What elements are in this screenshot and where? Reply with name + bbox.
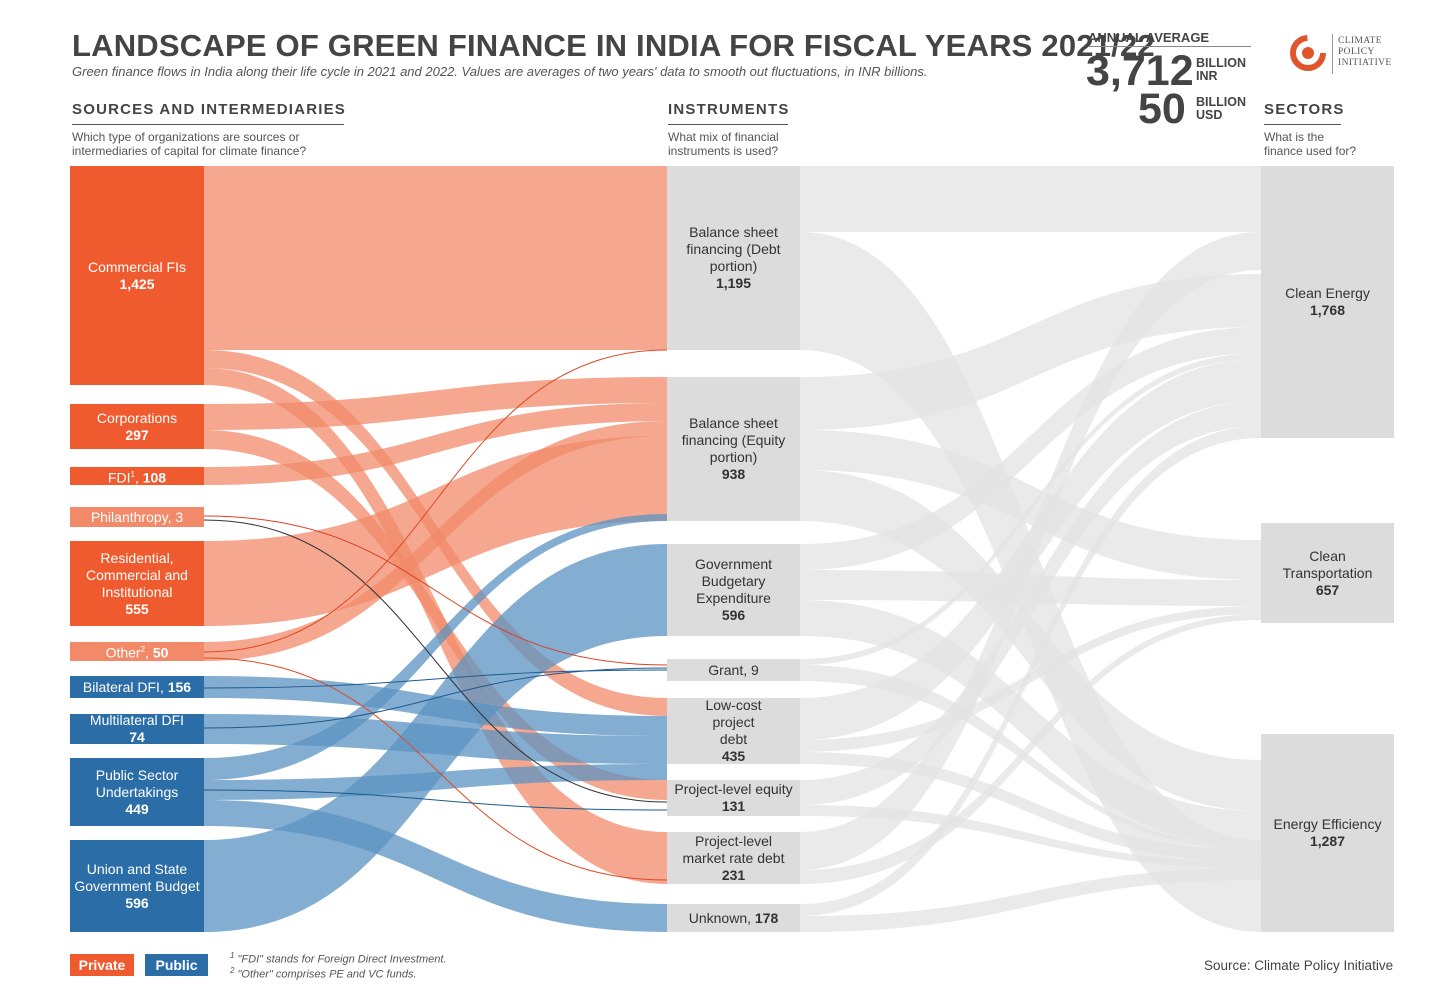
flow-projeq-ce [800,401,1261,805]
sector-node-clean-transportation [1261,523,1394,623]
source-node-psu [70,758,204,826]
source-node-multilateral-dfi [70,714,204,744]
source-node-philanthropy [70,507,204,527]
instrument-label-bsf-debt: Balance sheet financing (Debt portion) 1,… [686,224,781,291]
instrument-node-low-cost-debt [667,698,800,764]
flow-bsfeq-ct [800,430,1261,580]
page-title: LANDSCAPE OF GREEN FINANCE IN INDIA FOR … [72,28,1155,63]
flow-union-govbudget [204,544,667,932]
sectors-question: What is the finance used for? [1264,130,1357,158]
source-node-union-state-budget [70,840,204,932]
instrument-node-project-equity [667,780,800,816]
source-node-fdi [70,467,204,485]
instrument-label-unknown: Unknown, 178 [688,909,779,926]
flow-corp-projeq [204,430,667,800]
flow-commfi-mrdebt [204,368,667,884]
source-node-residential [70,541,204,626]
sector-label-energy-efficiency: Energy Efficiency 1,287 [1273,816,1382,849]
instrument-label-gov-budget: Government Budgetary Expenditure 596 [694,556,773,623]
instruments-heading-rule [668,124,788,125]
instruments-heading: INSTRUMENTS [668,101,790,118]
instrument-node-unknown [667,904,800,932]
source-node-corporations [70,404,204,449]
source-credit: Source: Climate Policy Initiative [1204,958,1394,973]
source-label-corporations: Corporations 297 [96,409,178,443]
flow-lowdebt-ct [800,606,1261,752]
flow-other-bsfdebt [203,349,668,653]
flow-psu-projeq-thin [203,789,668,811]
source-label-psu: Public Sector Undertakings 449 [95,766,179,817]
flow-corp-bsfeq [204,377,667,430]
legend-private: Private [70,954,134,976]
flow-grant-ce [800,353,1261,665]
instrument-node-market-rate-debt [667,832,800,884]
annual-average-usd-unit: BILLION USD [1196,95,1246,122]
source-label-union-state-budget: Union and State Government Budget 596 [74,860,200,911]
flow-mrdebt-ct [800,614,1261,884]
sector-node-clean-energy [1261,166,1394,438]
flow-projeq-ee [800,805,1261,868]
source-label-commercial-fis: Commercial FIs 1,425 [87,258,186,292]
flow-philanthropy-projeq [203,519,668,803]
logo-text: CLIMATE POLICY INITIATIVE [1338,36,1392,68]
flow-commfi-bsfdebt [204,166,667,350]
page-subtitle: Green finance flows in India along their… [72,64,928,79]
cpi-logo-icon [1290,35,1326,71]
sector-label-clean-transportation: Clean Transportation 657 [1282,547,1373,598]
source-node-commercial-fis [70,166,204,385]
sector-label-clean-energy: Clean Energy 1,768 [1285,285,1370,318]
instrument-label-project-equity: Project-level equity 131 [674,781,793,814]
annual-average-usd-value: 50 [1138,85,1186,133]
annual-average-rule [1088,46,1251,47]
flow-bsfeq-ee [800,470,1261,811]
flow-gov-ee [800,600,1261,847]
flow-other-mrdebt [203,657,668,881]
instrument-node-gov-budget [667,544,800,636]
instrument-label-bsf-equity: Balance sheet financing (Equity portion)… [681,415,786,482]
source-label-multilateral-dfi: Multilateral DFI 74 [89,712,185,745]
footnote-1: 1 "FDI" stands for Foreign Direct Invest… [230,951,447,966]
sources-question: Which type of organizations are sources … [72,130,307,158]
sectors-heading-rule [1264,124,1341,125]
flow-multilateral-grant [203,667,668,729]
annual-average-inr-value: 3,712 [1086,47,1194,95]
flow-grant-ee [800,665,1261,850]
logo-divider [1332,34,1333,74]
sectors-heading: SECTORS [1264,101,1345,118]
instrument-label-grant: Grant, 9 [708,661,759,678]
flow-fdi-bsfeq [204,403,667,485]
instrument-label-market-rate-debt: Project-level market rate debt 231 [682,832,785,883]
legend-public: Public [145,954,208,976]
flow-gov-ct [800,570,1261,606]
annual-average-label: ANNUAL AVERAGE [1088,30,1210,45]
instrument-node-grant [667,659,800,681]
sector-node-energy-efficiency [1261,734,1394,932]
source-label-other: Other2, 50 [105,644,169,661]
instruments-question: What mix of financial instruments is use… [668,130,779,158]
sources-heading: SOURCES AND INTERMEDIARIES [72,101,346,118]
instrument-label-low-cost-debt: Low-cost project debt 435 [705,697,762,764]
flow-mrdebt-ce [800,232,1261,870]
flow-other-bsfeq [204,421,667,661]
instrument-node-bsf-equity [667,377,800,521]
flow-lowdebt-ee [800,752,1261,862]
annual-average-inr-unit: BILLION INR [1196,56,1246,83]
flow-gov-ce [800,327,1261,570]
sources-heading-rule [72,124,344,125]
footnote-2: 2 "Other" comprises PE and VC funds. [230,966,417,981]
instrument-node-bsf-debt [667,166,800,350]
source-label-bilateral-dfi: Bilateral DFI, 156 [82,678,192,695]
source-node-bilateral-dfi [70,676,204,698]
flow-unknown-ee [800,868,1261,932]
flow-unknown-ce [800,426,1261,916]
flow-psu-bsfeq [204,514,667,780]
flow-philanthropy-grant [203,515,668,666]
source-label-residential: Residential, Commercial and Institutiona… [86,549,188,617]
source-label-fdi: FDI1, 108 [107,469,167,486]
flow-residential-bsfeq [204,436,667,626]
source-label-philanthropy: Philanthropy, 3 [90,508,184,525]
flow-bsfdebt-ce [800,166,1261,232]
source-node-other [70,642,204,661]
